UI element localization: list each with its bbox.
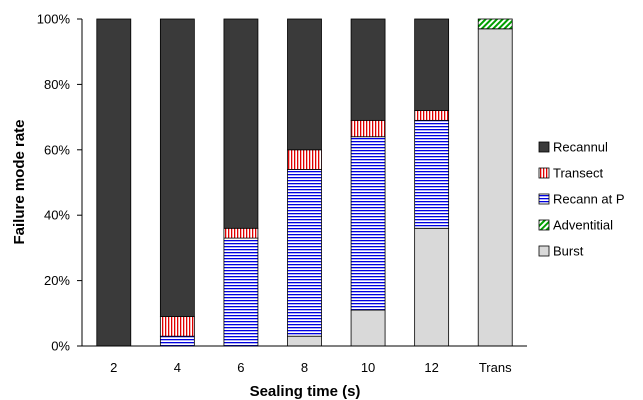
y-tick-label: 60%	[44, 142, 70, 157]
bar-segment-transect-6	[223, 227, 259, 239]
legend-swatch-transect	[538, 167, 550, 179]
x-tick-label: 8	[301, 360, 308, 375]
y-tick-label: 0%	[51, 339, 70, 354]
y-ticks: 0% 20% 40% 60% 80% 100%	[37, 12, 82, 354]
bar-segment-recannul-8	[287, 18, 322, 151]
bar-segment-transect-12	[414, 110, 450, 121]
legend-swatch-burst	[538, 245, 550, 257]
y-tick-label: 40%	[44, 208, 70, 223]
x-tick-label: 12	[424, 360, 438, 375]
x-ticks: 2 4 6 8 10 12 Trans	[110, 360, 512, 375]
legend-swatch-recann_p	[538, 193, 550, 205]
legend: Recannul Transect Recann at P Adventitial Bu…	[538, 140, 625, 259]
legend-label-recannul: Recannul	[553, 140, 608, 155]
bar-segment-recannul-12	[414, 18, 450, 111]
bar-segment-recannul-6	[223, 18, 259, 229]
bar-segment-recann_p-4	[159, 335, 195, 347]
bar-segment-recann_p-8	[287, 169, 322, 337]
bar-segment-transect-4	[159, 316, 195, 337]
legend-label-adventitial: Adventitial	[553, 218, 613, 233]
legend-label-burst: Burst	[553, 244, 584, 259]
y-tick-label: 80%	[44, 77, 70, 92]
bar-segment-recannul-10	[350, 18, 386, 121]
bar-segment-burst-Trans	[477, 28, 513, 347]
bar-segment-burst-8	[287, 335, 322, 347]
y-tick-label: 20%	[44, 273, 70, 288]
x-tick-label: 10	[361, 360, 375, 375]
bar-segment-transect-10	[350, 119, 386, 138]
x-tick-label: 6	[237, 360, 244, 375]
axes-layer	[81, 19, 527, 347]
legend-label-transect: Transect	[553, 166, 603, 181]
bars-layer	[96, 18, 513, 347]
x-tick-label: Trans	[479, 360, 512, 375]
legend-swatch-adventitial	[538, 219, 550, 231]
legend-swatch-recannul	[538, 141, 550, 153]
x-tick-label: 2	[110, 360, 117, 375]
bar-segment-recann_p-6	[223, 237, 259, 347]
x-tick-label: 4	[174, 360, 181, 375]
bar-segment-recannul-2	[96, 18, 132, 347]
bar-segment-recann_p-10	[350, 136, 386, 311]
legend-label-recann_p: Recann at P	[553, 192, 625, 207]
x-axis-title: Sealing time (s)	[250, 383, 361, 400]
y-axis-title: Failure mode rate	[11, 119, 28, 244]
bar-segment-recannul-4	[159, 18, 195, 317]
bar-segment-adventitial-Trans	[477, 18, 513, 30]
bar-segment-burst-10	[350, 309, 386, 347]
bar-segment-recann_p-12	[414, 119, 450, 229]
bar-segment-burst-12	[414, 227, 450, 347]
y-tick-label: 100%	[37, 12, 71, 27]
bar-segment-transect-8	[287, 149, 322, 170]
